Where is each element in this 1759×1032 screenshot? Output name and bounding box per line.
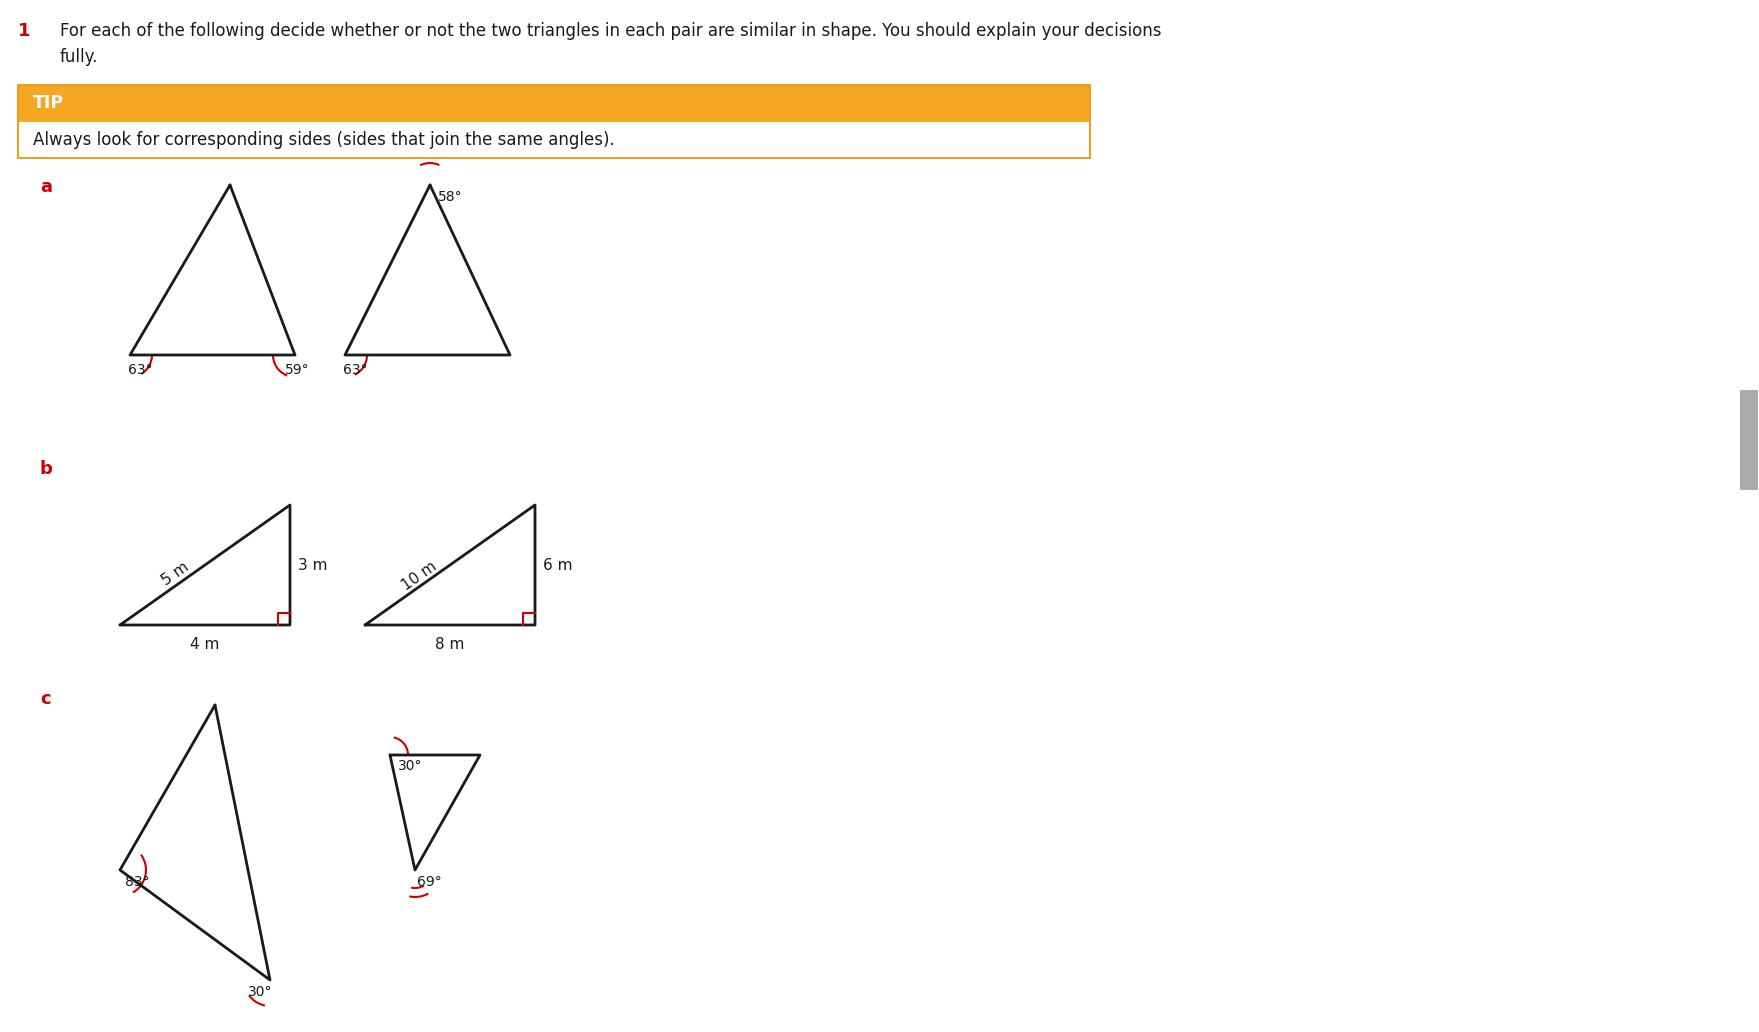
Text: a: a xyxy=(40,178,53,196)
Text: For each of the following decide whether or not the two triangles in each pair a: For each of the following decide whether… xyxy=(60,22,1161,40)
Bar xyxy=(18,85,1091,158)
Bar xyxy=(18,122,1091,158)
Text: 63°: 63° xyxy=(128,363,153,377)
Text: 83°: 83° xyxy=(125,875,150,889)
Text: 4 m: 4 m xyxy=(190,637,220,652)
Text: 69°: 69° xyxy=(417,875,442,889)
Text: fully.: fully. xyxy=(60,49,99,66)
Text: 6 m: 6 m xyxy=(544,557,572,573)
Text: 10 m: 10 m xyxy=(399,559,440,593)
Text: 63°: 63° xyxy=(343,363,368,377)
Text: 58°: 58° xyxy=(438,190,463,204)
Text: 8 m: 8 m xyxy=(434,637,464,652)
Text: c: c xyxy=(40,690,51,708)
Bar xyxy=(1740,390,1757,490)
Text: 5 m: 5 m xyxy=(158,559,192,588)
Text: 1: 1 xyxy=(18,22,30,40)
Text: Always look for corresponding sides (sides that join the same angles).: Always look for corresponding sides (sid… xyxy=(33,131,614,149)
Text: 3 m: 3 m xyxy=(297,557,327,573)
Text: 30°: 30° xyxy=(398,759,422,773)
Text: b: b xyxy=(40,460,53,478)
Bar xyxy=(18,85,1091,122)
Text: 59°: 59° xyxy=(285,363,310,377)
Text: TIP: TIP xyxy=(33,95,63,112)
Text: 30°: 30° xyxy=(248,985,273,999)
